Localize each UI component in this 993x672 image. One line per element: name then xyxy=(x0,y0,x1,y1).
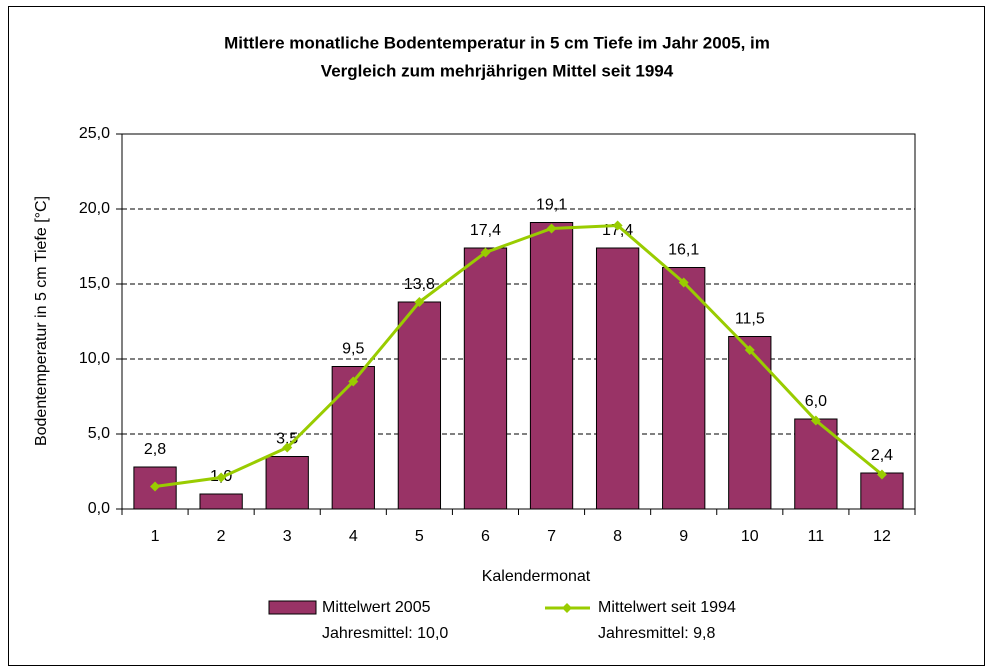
x-tick-label: 5 xyxy=(415,528,424,545)
line-marker xyxy=(810,415,821,426)
bar xyxy=(529,222,574,510)
data-label: 6,0 xyxy=(805,393,827,410)
x-tick-label: 6 xyxy=(481,528,490,545)
line-marker xyxy=(678,277,689,288)
bar xyxy=(331,366,375,510)
y-tick-label: 5,0 xyxy=(88,425,110,442)
line-marker xyxy=(480,247,491,258)
line-marker xyxy=(876,469,887,480)
x-tick-label: 8 xyxy=(613,528,622,545)
y-tick-label: 0,0 xyxy=(88,500,110,517)
x-axis-label: Kalendermonat xyxy=(482,568,591,585)
data-label: 19,1 xyxy=(536,197,567,214)
line-marker xyxy=(612,220,623,231)
line-marker xyxy=(546,223,557,234)
line-marker xyxy=(282,442,293,453)
plot-border xyxy=(121,133,916,510)
x-tick-label: 11 xyxy=(808,528,825,545)
x-tick-label: 4 xyxy=(349,528,358,545)
y-tick-label: 10,0 xyxy=(79,350,110,367)
bar xyxy=(728,336,772,510)
chart-title: Mittlere monatliche Bodentemperatur in 5… xyxy=(224,33,770,52)
plot-area xyxy=(122,134,915,509)
data-label: 2,8 xyxy=(144,441,166,458)
x-tick-label: 3 xyxy=(283,528,292,545)
legend-swatch xyxy=(268,600,317,615)
y-tick-label: 15,0 xyxy=(79,275,110,292)
y-axis-label: Bodentemperatur in 5 cm Tiefe [°C] xyxy=(33,196,50,446)
x-tick-label: 10 xyxy=(741,528,759,545)
data-label: 16,1 xyxy=(668,242,699,259)
line-marker xyxy=(216,472,227,483)
legend-swatch xyxy=(562,603,572,613)
bar xyxy=(397,301,442,510)
legend-label: Mittelwert seit 1994 xyxy=(598,599,736,616)
line-marker xyxy=(414,297,425,307)
legend-note: Jahresmittel: 9,8 xyxy=(598,625,715,642)
line xyxy=(154,223,883,488)
bar xyxy=(662,267,706,510)
x-tick-label: 9 xyxy=(679,528,688,545)
line-marker xyxy=(150,481,161,492)
chart-title: Vergleich zum mehrjährigen Mittel seit 1… xyxy=(321,61,674,80)
data-label: 9,5 xyxy=(342,341,364,358)
data-label: 17,4 xyxy=(470,222,501,239)
x-tick-label: 1 xyxy=(151,528,160,545)
data-label: 2,4 xyxy=(871,447,893,464)
y-tick-label: 25,0 xyxy=(79,125,110,142)
line-marker xyxy=(744,345,755,355)
legend-note: Jahresmittel: 10,0 xyxy=(322,625,448,642)
data-label: 11,5 xyxy=(735,311,765,328)
x-tick-label: 2 xyxy=(217,528,226,545)
line-marker xyxy=(348,376,359,387)
bar xyxy=(265,456,309,510)
x-tick-label: 12 xyxy=(873,528,891,545)
data-label: 13,8 xyxy=(404,276,435,293)
x-tick-label: 7 xyxy=(547,528,556,545)
bar xyxy=(199,493,243,510)
y-tick-label: 20,0 xyxy=(79,200,110,217)
bar xyxy=(463,247,508,510)
legend-label: Mittelwert 2005 xyxy=(322,599,431,616)
bar xyxy=(595,247,640,510)
